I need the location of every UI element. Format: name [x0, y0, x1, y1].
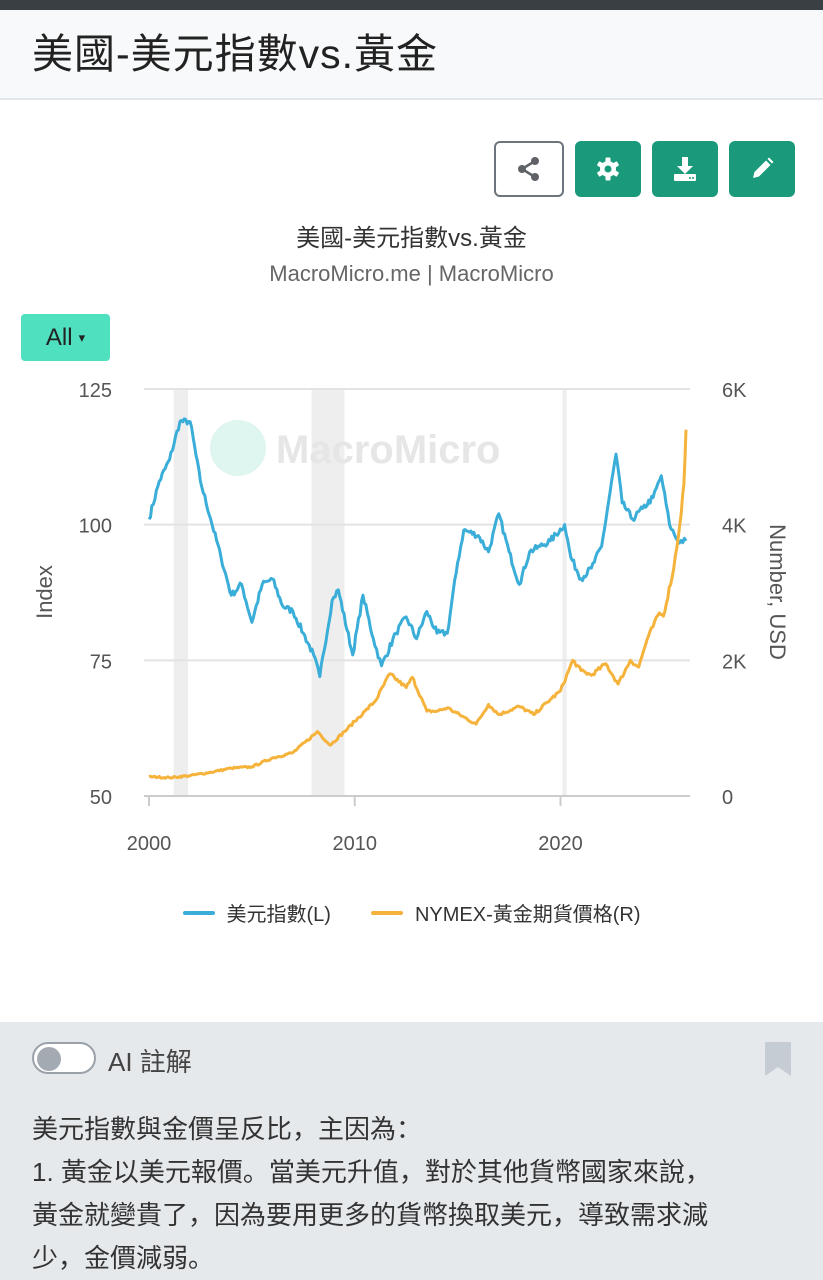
series-line-gold — [148, 429, 688, 780]
legend-swatch — [182, 910, 215, 915]
y-left-axis-title: Index — [32, 565, 57, 619]
chart: 125 6K 100 4K 75 2K 50 0 2000 2010 2020 Index Number… — [32, 380, 790, 855]
edit-button[interactable] — [729, 141, 795, 197]
download-icon — [674, 157, 696, 181]
range-selector[interactable]: All ▾ — [21, 314, 110, 361]
legend-label: NYMEX-黃金期貨價格(R) — [414, 904, 641, 926]
annotation-line: 少，金價減弱。 — [32, 1243, 215, 1273]
ai-annotation-panel: AI 註解 美元指數與金價呈反比，主因為： 1. 黃金以美元報價。當美元升值，對… — [0, 1022, 823, 1280]
annotation-line: 1. 黃金以美元報價。當美元升值，對於其他貨幣國家來說， — [32, 1157, 711, 1187]
y-right-axis-title: Number, USD — [765, 524, 790, 660]
y-right-tick-label: 4K — [722, 516, 747, 538]
bookmark-icon[interactable] — [765, 1042, 791, 1076]
toggle-knob — [37, 1047, 61, 1071]
y-left-tick-label: 75 — [90, 651, 112, 673]
page-title: 美國-美元指數vs.黃金 — [32, 31, 439, 77]
legend-item-dxy[interactable]: 美元指數(L) — [182, 898, 331, 927]
x-tick-label: 2010 — [332, 833, 377, 855]
share-icon — [518, 157, 539, 181]
chevron-down-icon: ▾ — [78, 329, 86, 345]
legend-item-gold[interactable]: NYMEX-黃金期貨價格(R) — [370, 898, 641, 927]
legend-swatch — [370, 910, 403, 915]
share-button[interactable] — [494, 141, 564, 197]
watermark-logo — [210, 420, 266, 476]
ai-annotation-text: 美元指數與金價呈反比，主因為： 1. 黃金以美元報價。當美元升值，對於其他貨幣國… — [32, 1108, 792, 1280]
annotation-line: 美元指數與金價呈反比，主因為： — [32, 1114, 423, 1144]
settings-button[interactable] — [575, 141, 641, 197]
chart-toolbar — [494, 141, 795, 197]
legend: 美元指數(L) NYMEX-黃金期貨價格(R) — [0, 898, 823, 927]
page-header: 美國-美元指數vs.黃金 — [0, 10, 823, 100]
y-left-tick-label: 50 — [90, 787, 112, 809]
ai-toggle-label: AI 註解 — [108, 1047, 192, 1077]
recession-band — [562, 389, 567, 796]
gear-icon — [597, 157, 619, 181]
range-label: All — [45, 323, 73, 351]
recession-band — [173, 389, 189, 796]
ai-toggle[interactable] — [32, 1042, 96, 1074]
y-left-tick-label: 100 — [79, 516, 112, 538]
x-tick-label: 2020 — [538, 833, 583, 855]
chart-title: 美國-美元指數vs.黃金 — [296, 225, 527, 252]
status-bar — [0, 0, 823, 10]
annotation-line: 黃金就變貴了，因為要用更多的貨幣換取美元，導致需求減 — [32, 1200, 709, 1230]
x-tick-label: 2000 — [127, 833, 172, 855]
download-button[interactable] — [652, 141, 718, 197]
y-right-tick-label: 2K — [722, 651, 747, 673]
y-right-tick-label: 0 — [722, 787, 733, 809]
y-left-tick-label: 125 — [79, 380, 112, 402]
pencil-icon — [753, 157, 774, 178]
y-right-tick-label: 6K — [722, 380, 747, 402]
legend-label: 美元指數(L) — [226, 904, 331, 926]
series-line-dxy — [147, 417, 688, 679]
watermark-text: MacroMicro — [276, 428, 501, 472]
chart-subtitle: MacroMicro.me | MacroMicro — [269, 261, 554, 286]
